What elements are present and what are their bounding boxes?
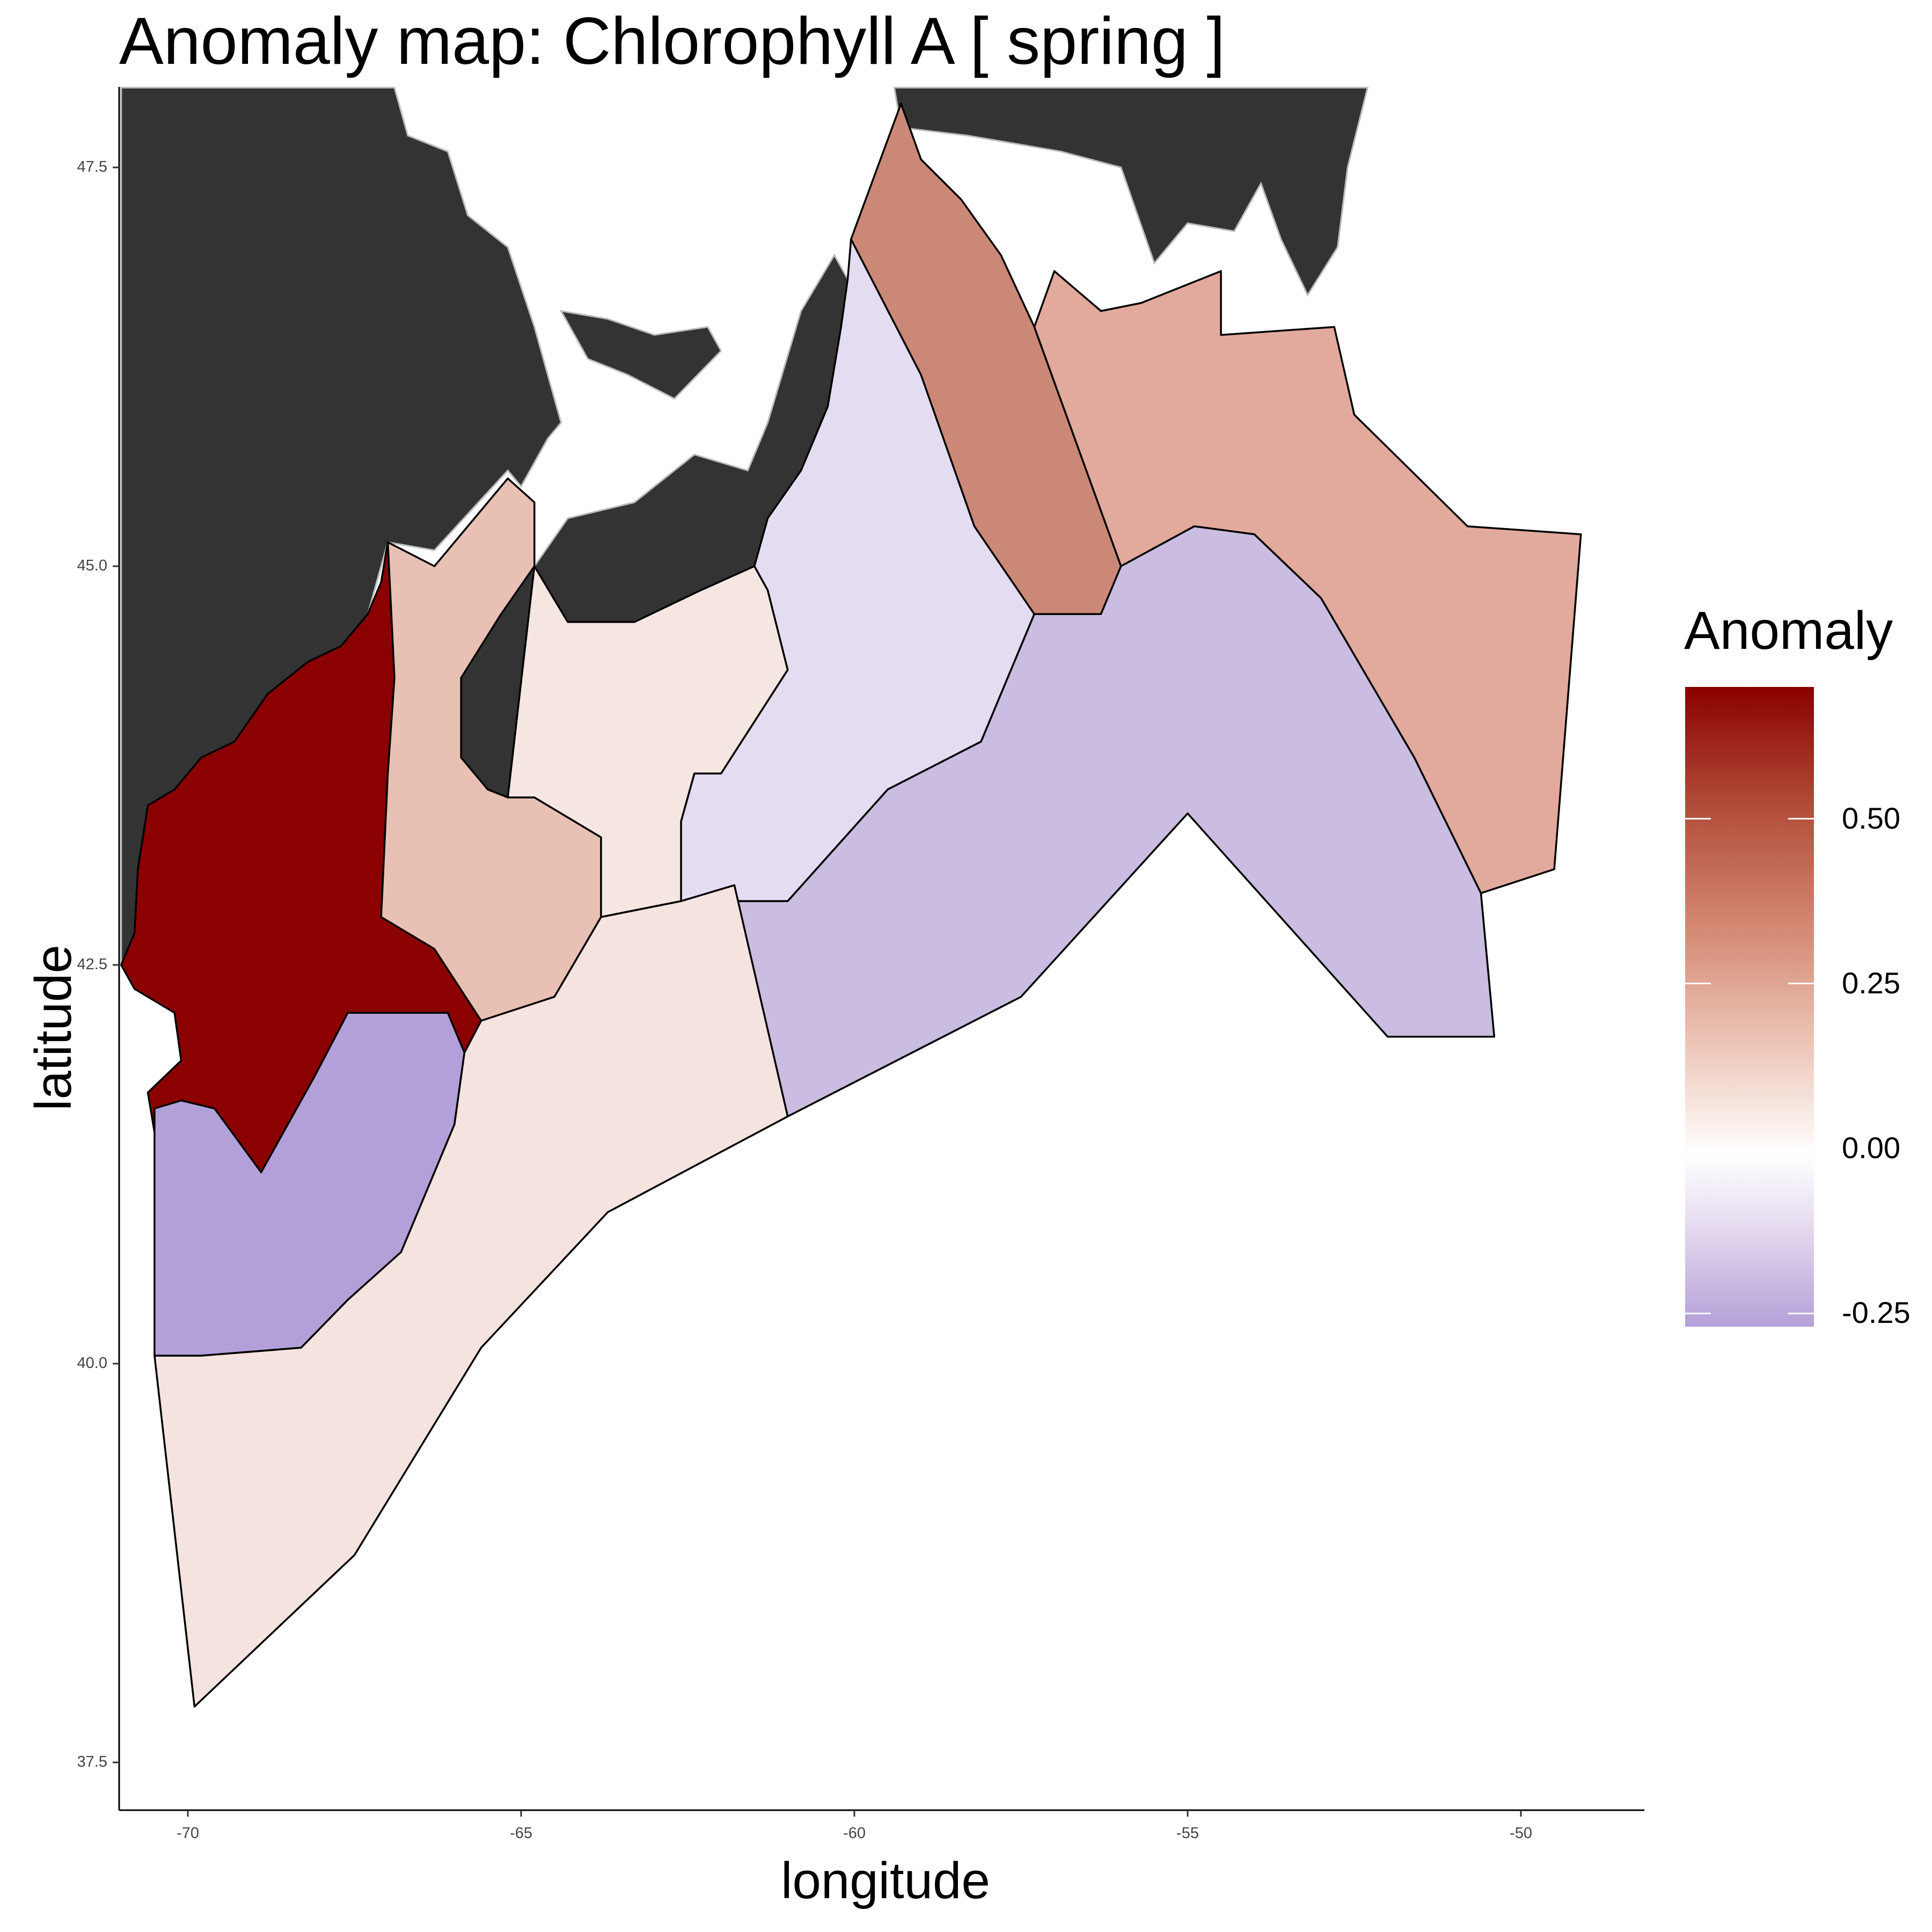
- x-tick-label: -55: [1176, 1825, 1199, 1842]
- axis-layer: [113, 87, 1644, 1817]
- legend-tick-mark: [1685, 1147, 1711, 1150]
- land-newfoundland: [893, 86, 1369, 297]
- x-tick-label: -50: [1510, 1825, 1532, 1842]
- region-grand-banks-south[interactable]: [733, 525, 1496, 1118]
- legend-title: Anomaly: [1684, 601, 1893, 661]
- legend-tick-mark: [1788, 983, 1814, 985]
- x-tick-label: -60: [843, 1825, 866, 1842]
- legend-tick-mark: [1685, 1312, 1711, 1314]
- region-layer: [120, 103, 1582, 1708]
- x-axis-title: longitude: [781, 1852, 990, 1909]
- legend-tick-mark: [1685, 983, 1711, 985]
- x-tick-label: -70: [177, 1825, 199, 1842]
- legend-label: 0.50: [1842, 801, 1900, 835]
- legend-tick-mark: [1788, 1312, 1814, 1314]
- legend-tick-mark: [1788, 1147, 1814, 1150]
- legend-colorbar: [1685, 687, 1814, 1327]
- legend-tick-mark: [1788, 818, 1814, 820]
- y-tick-label: 37.5: [77, 1753, 107, 1770]
- legend-tick-mark: [1685, 818, 1711, 820]
- map-title: Anomaly map: Chlorophyll A [ spring ]: [119, 4, 1225, 78]
- region-slope-water[interactable]: [153, 884, 789, 1708]
- y-tick-label: 47.5: [77, 158, 107, 175]
- y-tick-label: 42.5: [77, 956, 107, 973]
- y-axis-title: latitude: [25, 945, 82, 1111]
- legend-label: 0.25: [1842, 965, 1900, 1000]
- land-pei: [559, 310, 722, 400]
- x-tick-label: -65: [510, 1825, 532, 1842]
- land-layer: [120, 86, 1369, 965]
- legend-label: 0.00: [1842, 1131, 1900, 1165]
- legend-label: -0.25: [1842, 1296, 1911, 1330]
- y-tick-label: 40.0: [77, 1355, 107, 1372]
- y-tick-label: 45.0: [77, 557, 107, 574]
